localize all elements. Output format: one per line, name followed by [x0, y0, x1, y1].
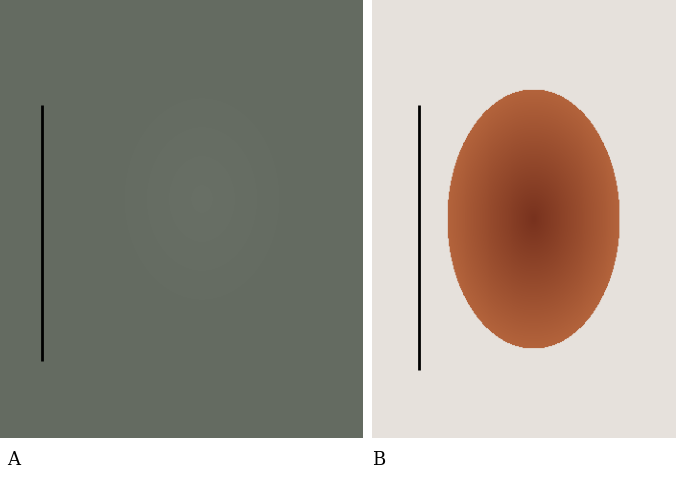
- Text: B: B: [372, 451, 386, 469]
- Text: A: A: [7, 451, 20, 469]
